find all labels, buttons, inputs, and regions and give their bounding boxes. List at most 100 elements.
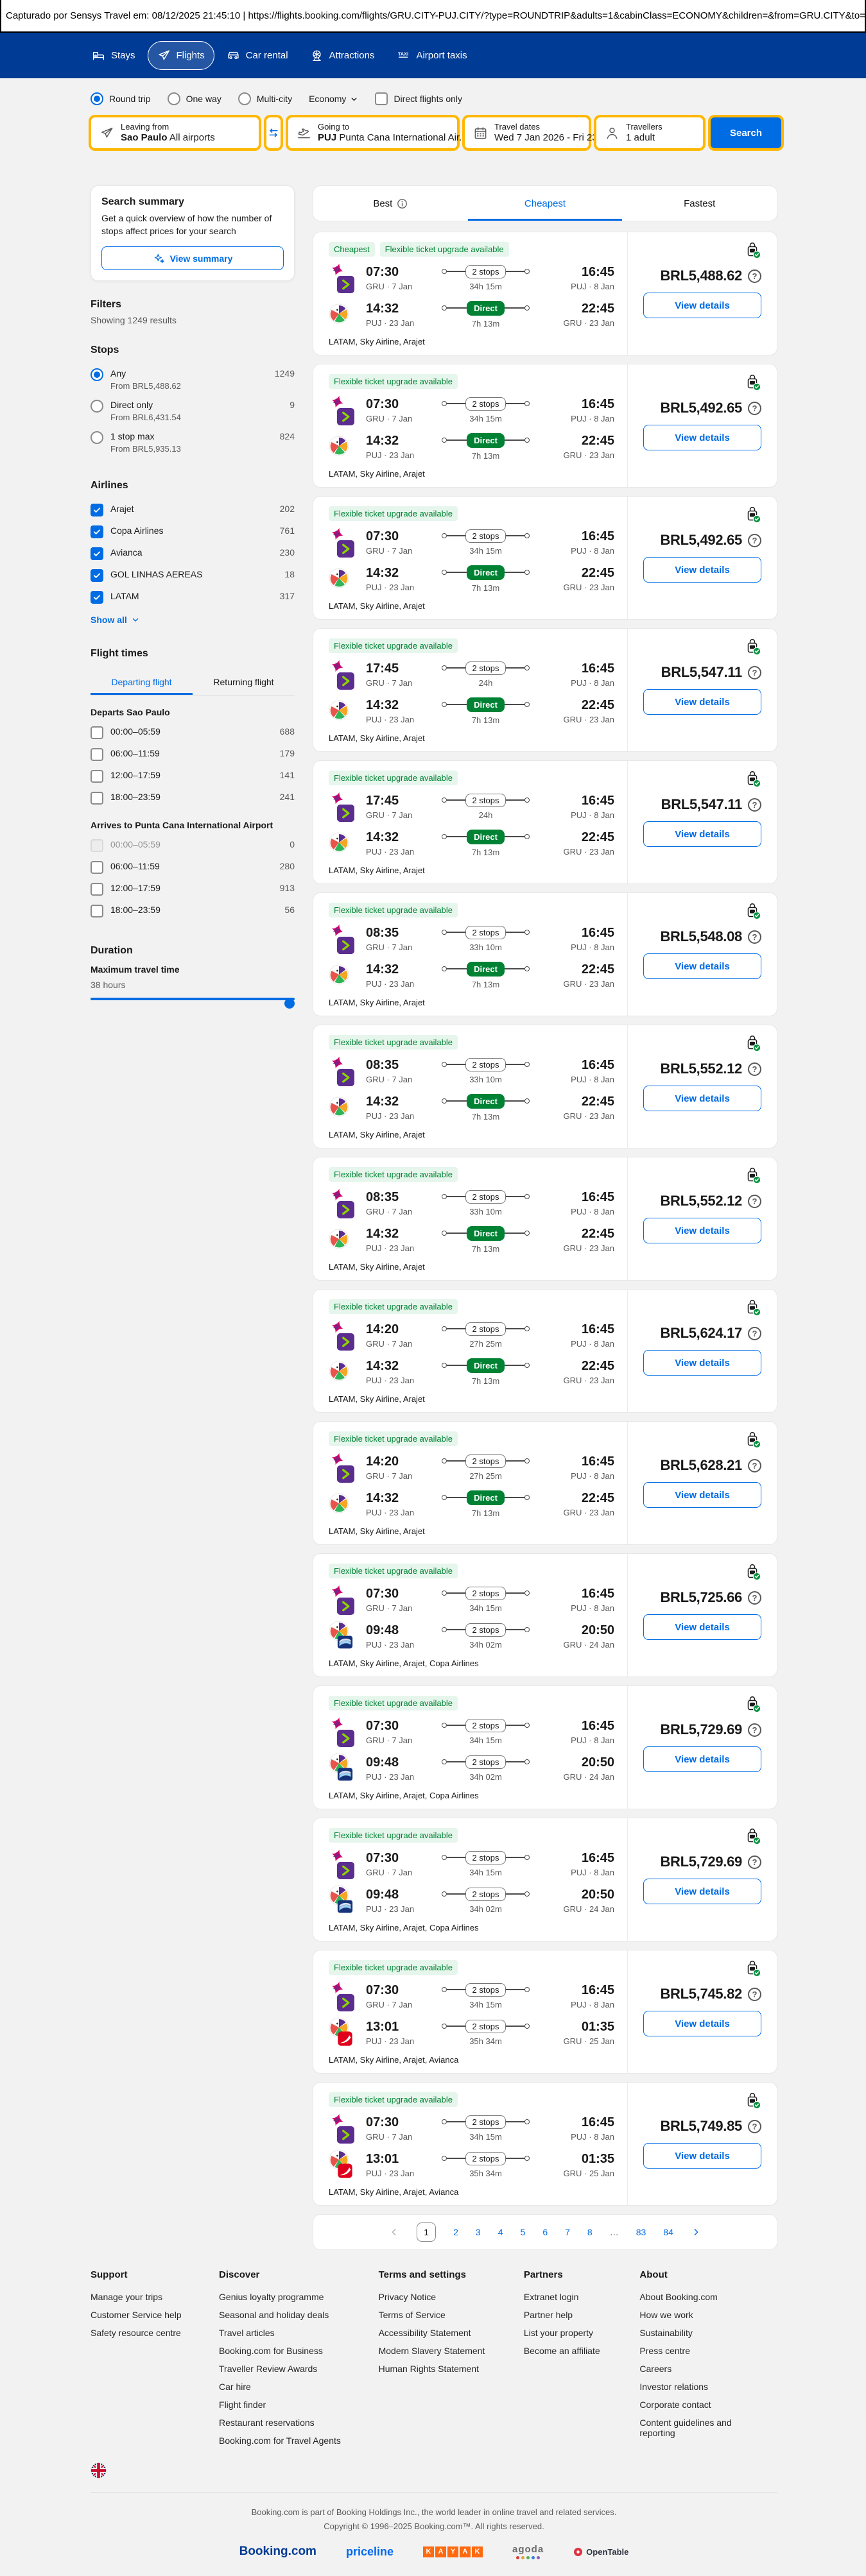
trip-type-one-way[interactable]: One way — [167, 92, 221, 105]
airline-filter-gol-linhas-aereas[interactable]: GOL LINHAS AEREAS 18 — [91, 565, 295, 586]
duration-slider[interactable] — [91, 998, 295, 1009]
footer-link-corporate-contact[interactable]: Corporate contact — [639, 2400, 711, 2410]
pagination-page-1[interactable]: 1 — [417, 2222, 437, 2242]
footer-link-booking-com-for-business[interactable]: Booking.com for Business — [219, 2346, 323, 2356]
checkbox-gol-linhas-aereas[interactable] — [91, 569, 103, 582]
checkbox-copa-airlines[interactable] — [91, 525, 103, 538]
stops-option-any[interactable]: Any From BRL5,488.62 1249 — [91, 364, 295, 395]
view-details-button[interactable]: View details — [643, 1614, 761, 1640]
price-info-icon[interactable]: ? — [748, 1987, 761, 2001]
time-range-arrives-to-punta-cana-international-airport-06-00-11-59[interactable]: 06:00–11:59 280 — [91, 857, 295, 878]
footer-link-terms-of-service[interactable]: Terms of Service — [378, 2310, 446, 2320]
pagination-page-83[interactable]: 83 — [636, 2227, 646, 2237]
brand-agoda-logo[interactable]: agoda — [512, 2544, 544, 2559]
view-details-button[interactable]: View details — [643, 689, 761, 715]
view-details-button[interactable]: View details — [643, 1086, 761, 1111]
radio-direct-only[interactable] — [91, 400, 103, 413]
footer-link-booking-com-for-travel-agents[interactable]: Booking.com for Travel Agents — [219, 2435, 341, 2446]
radio-1-stop-max[interactable] — [91, 431, 103, 444]
trip-type-multi-city[interactable]: Multi-city — [238, 92, 292, 105]
direct-only-checkbox-box[interactable] — [375, 92, 388, 105]
time-range-departs-sao-paulo-18-00-23-59[interactable]: 18:00–23:59 241 — [91, 787, 295, 809]
pagination-page-7[interactable]: 7 — [565, 2227, 570, 2237]
time-range-arrives-to-punta-cana-international-airport-12-00-17-59[interactable]: 12:00–17:59 913 — [91, 878, 295, 900]
radio-any[interactable] — [91, 368, 103, 381]
time-range-departs-sao-paulo-06-00-11-59[interactable]: 06:00–11:59 179 — [91, 744, 295, 765]
checkbox-time-range[interactable] — [91, 770, 103, 783]
flight-times-tab-returning-flight[interactable]: Returning flight — [213, 677, 274, 687]
travel-dates-field[interactable]: Travel dates Wed 7 Jan 2026 - Fri 23 ... — [462, 115, 608, 151]
footer-link-safety-resource-centre[interactable]: Safety resource centre — [91, 2328, 181, 2338]
price-info-icon[interactable]: ? — [748, 930, 761, 944]
pagination-page-2[interactable]: 2 — [453, 2227, 458, 2237]
footer-link-accessibility-statement[interactable]: Accessibility Statement — [378, 2328, 471, 2338]
view-details-button[interactable]: View details — [643, 2143, 761, 2169]
footer-link-investor-relations[interactable]: Investor relations — [639, 2382, 709, 2392]
language-flag-icon[interactable] — [91, 2462, 107, 2478]
price-info-icon[interactable]: ? — [748, 1194, 761, 1208]
flight-times-tab-departing-flight[interactable]: Departing flight — [91, 670, 193, 695]
brand-opentable-logo[interactable]: OpenTable — [573, 2547, 628, 2557]
direct-flights-only-checkbox[interactable]: Direct flights only — [375, 92, 462, 105]
checkbox-time-range[interactable] — [91, 905, 103, 917]
checkbox-time-range[interactable] — [91, 726, 103, 739]
footer-link-careers[interactable]: Careers — [639, 2364, 672, 2374]
footer-link-flight-finder[interactable]: Flight finder — [219, 2400, 266, 2410]
checkbox-avianca[interactable] — [91, 547, 103, 560]
checkbox-time-range[interactable] — [91, 861, 103, 874]
brand-priceline-logo[interactable]: priceline — [345, 2545, 394, 2558]
checkbox-time-range[interactable] — [91, 748, 103, 761]
footer-link-privacy-notice[interactable]: Privacy Notice — [378, 2292, 437, 2302]
view-summary-button[interactable]: View summary — [101, 246, 284, 270]
price-info-icon[interactable]: ? — [748, 1591, 761, 1605]
footer-link-travel-articles[interactable]: Travel articles — [219, 2328, 275, 2338]
view-details-button[interactable]: View details — [643, 1746, 761, 1772]
time-range-arrives-to-punta-cana-international-airport-18-00-23-59[interactable]: 18:00–23:59 56 — [91, 900, 295, 922]
trip-type-round-trip[interactable]: Round trip — [91, 92, 151, 105]
footer-link-extranet-login[interactable]: Extranet login — [523, 2292, 579, 2302]
checkbox-time-range[interactable] — [91, 792, 103, 805]
view-details-button[interactable]: View details — [643, 1879, 761, 1904]
price-info-icon[interactable]: ? — [748, 798, 761, 812]
view-details-button[interactable]: View details — [643, 293, 761, 318]
pagination-page-5[interactable]: 5 — [520, 2227, 526, 2237]
pagination-page-3[interactable]: 3 — [475, 2227, 481, 2237]
show-all-link[interactable]: Show all — [91, 615, 295, 625]
price-info-icon[interactable]: ? — [748, 401, 761, 415]
radio-round-trip[interactable] — [91, 92, 103, 105]
price-info-icon[interactable]: ? — [748, 1458, 761, 1472]
radio-multi-city[interactable] — [238, 92, 251, 105]
cabin-class-selector[interactable]: Economy — [309, 94, 358, 104]
footer-link-press-centre[interactable]: Press centre — [639, 2346, 690, 2356]
time-range-departs-sao-paulo-00-00-05-59[interactable]: 00:00–05:59 688 — [91, 722, 295, 744]
sort-tab-fastest[interactable]: Fastest — [622, 186, 777, 221]
footer-link-seasonal-and-holiday-deals[interactable]: Seasonal and holiday deals — [219, 2310, 329, 2320]
footer-link-become-an-affiliate[interactable]: Become an affiliate — [523, 2346, 600, 2356]
pagination-page-84[interactable]: 84 — [663, 2227, 673, 2237]
airline-filter-copa-airlines[interactable]: Copa Airlines 761 — [91, 521, 295, 543]
travellers-field[interactable]: Travellers 1 adult — [594, 115, 706, 151]
view-details-button[interactable]: View details — [643, 2011, 761, 2036]
airline-filter-latam[interactable]: LATAM 317 — [91, 586, 295, 608]
footer-link-list-your-property[interactable]: List your property — [523, 2328, 593, 2338]
price-info-icon[interactable]: ? — [748, 533, 761, 547]
radio-one-way[interactable] — [167, 92, 180, 105]
footer-link-modern-slavery-statement[interactable]: Modern Slavery Statement — [378, 2346, 485, 2356]
footer-link-customer-service-help[interactable]: Customer Service help — [91, 2310, 182, 2320]
time-range-arrives-to-punta-cana-international-airport-00-00-05-59[interactable]: 00:00–05:59 0 — [91, 835, 295, 857]
nav-item-airport-taxis[interactable]: TAXI Airport taxis — [386, 41, 476, 70]
view-details-button[interactable]: View details — [643, 821, 761, 847]
stops-option-direct-only[interactable]: Direct only From BRL6,431.54 9 — [91, 395, 295, 427]
search-button[interactable]: Search — [711, 117, 781, 148]
sort-tab-best[interactable]: Best — [313, 186, 468, 221]
pagination-page-4[interactable]: 4 — [498, 2227, 503, 2237]
price-info-icon[interactable]: ? — [748, 1855, 761, 1869]
footer-link-genius-loyalty-programme[interactable]: Genius loyalty programme — [219, 2292, 324, 2302]
view-details-button[interactable]: View details — [643, 425, 761, 450]
footer-link-human-rights-statement[interactable]: Human Rights Statement — [378, 2364, 479, 2374]
footer-link-sustainability[interactable]: Sustainability — [639, 2328, 693, 2338]
checkbox-time-range[interactable] — [91, 883, 103, 896]
stops-option-1-stop-max[interactable]: 1 stop max From BRL5,935.13 824 — [91, 427, 295, 458]
nav-item-car-rental[interactable]: Car rental — [217, 41, 298, 70]
